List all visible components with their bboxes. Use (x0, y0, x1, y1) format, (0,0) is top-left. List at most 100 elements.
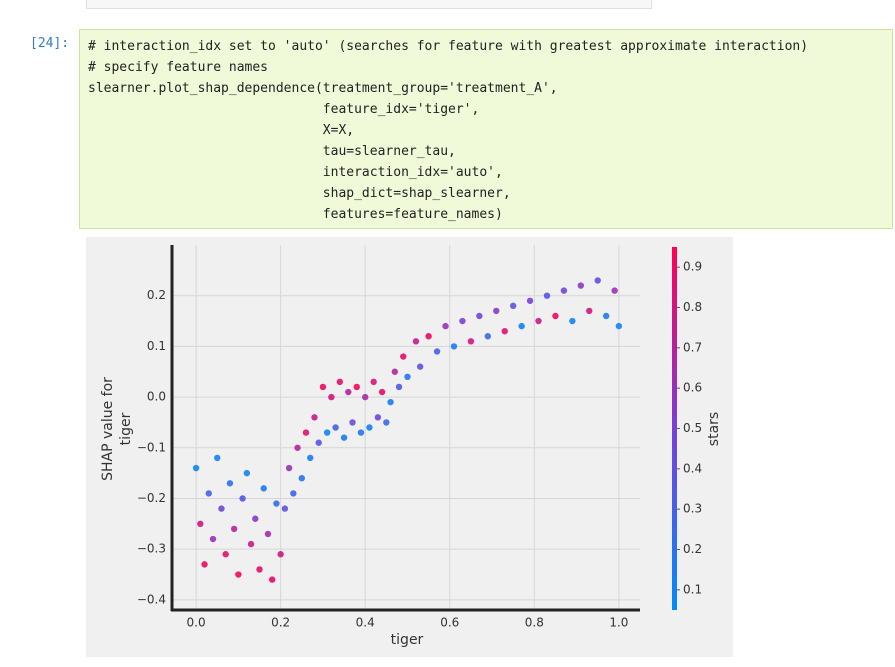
point (459, 317, 466, 325)
point (493, 307, 500, 315)
point (268, 576, 276, 583)
point (302, 429, 310, 436)
point (328, 393, 335, 401)
point (332, 424, 339, 431)
point (319, 383, 327, 391)
point (518, 322, 525, 330)
y-tick-label: 0.2 (147, 288, 166, 302)
point (362, 393, 369, 401)
point (416, 363, 424, 370)
point (594, 277, 601, 284)
colorbar-tick-label: 0.2 (683, 542, 702, 556)
point (509, 302, 517, 310)
point (526, 297, 534, 304)
point (442, 322, 449, 330)
point (370, 378, 377, 386)
point (323, 429, 331, 436)
point (366, 424, 373, 431)
code-line: # specify feature names (88, 60, 269, 75)
colorbar-tick-label: 0.3 (683, 502, 702, 516)
point (349, 419, 356, 426)
x-tick-label: 0.6 (440, 616, 459, 630)
y-tick-label: 0.0 (147, 390, 166, 404)
point (476, 312, 483, 320)
code-line: interaction_idx='auto', (88, 165, 503, 180)
point (467, 338, 475, 345)
point (243, 469, 251, 477)
point (378, 388, 386, 396)
point (586, 307, 593, 315)
point (615, 322, 623, 330)
point (209, 535, 217, 543)
x-tick-label: 0.2 (271, 616, 290, 630)
code-line: X=X, (88, 123, 355, 138)
point (400, 353, 407, 360)
point (611, 287, 618, 294)
point (294, 444, 301, 451)
colorbar-tick-label: 0.7 (683, 340, 702, 354)
point (383, 419, 390, 426)
code-cell[interactable]: # interaction_idx set to 'auto' (searche… (79, 29, 893, 229)
point (374, 414, 382, 421)
point (560, 287, 568, 294)
y-tick-label: −0.4 (137, 592, 166, 606)
point (273, 500, 280, 507)
point (222, 551, 229, 558)
y-tick-label: −0.3 (137, 542, 166, 556)
code-line: # interaction_idx set to 'auto' (searche… (88, 39, 809, 54)
colorbar (672, 247, 677, 610)
point (602, 312, 610, 320)
point (290, 490, 297, 497)
point (391, 368, 398, 375)
point (298, 474, 305, 482)
point (404, 373, 411, 381)
code-line: shap_dict=shap_slearner, (88, 186, 511, 201)
point (264, 530, 272, 538)
code-line: tau=slearner_tau, (88, 144, 456, 159)
point (543, 292, 551, 299)
code-line: feature_idx='tiger', (88, 102, 480, 117)
point (192, 464, 200, 472)
point (535, 317, 542, 325)
point (569, 317, 576, 325)
colorbar-tick-label: 0.6 (683, 381, 702, 395)
code-line: slearner.plot_shap_dependence(treatment_… (88, 81, 558, 96)
colorbar-tick-label: 0.1 (683, 582, 702, 596)
point (412, 338, 420, 345)
point (285, 464, 293, 472)
point (230, 525, 238, 533)
x-tick-label: 0.0 (187, 616, 206, 630)
point (201, 561, 208, 568)
point (387, 398, 394, 406)
colorbar-tick-label: 0.8 (683, 300, 702, 314)
x-axis-label: tiger (391, 632, 424, 648)
x-tick-label: 0.4 (356, 616, 375, 630)
chart: tiger SHAP value for tiger stars 0.0 0.2 0… (86, 237, 733, 657)
point (315, 439, 322, 446)
point (484, 333, 492, 340)
colorbar-label: stars (706, 412, 722, 446)
colorbar-tick-label: 0.5 (683, 421, 702, 435)
point (235, 571, 242, 578)
point (425, 333, 432, 340)
point (239, 495, 246, 502)
point (226, 480, 234, 487)
point (345, 388, 352, 396)
point (307, 454, 314, 462)
point (552, 312, 559, 320)
point (277, 551, 284, 558)
point (395, 383, 403, 391)
point (501, 327, 508, 335)
point (577, 282, 585, 289)
point (336, 378, 344, 386)
x-tick-label: 0.8 (525, 616, 544, 630)
point (205, 490, 212, 497)
code-line: features=feature_names) (88, 207, 503, 222)
point (197, 520, 204, 528)
point (252, 515, 259, 522)
point (433, 348, 441, 355)
point (357, 429, 365, 436)
point (214, 454, 221, 462)
y-tick-label: −0.1 (137, 440, 166, 454)
point (311, 414, 318, 421)
